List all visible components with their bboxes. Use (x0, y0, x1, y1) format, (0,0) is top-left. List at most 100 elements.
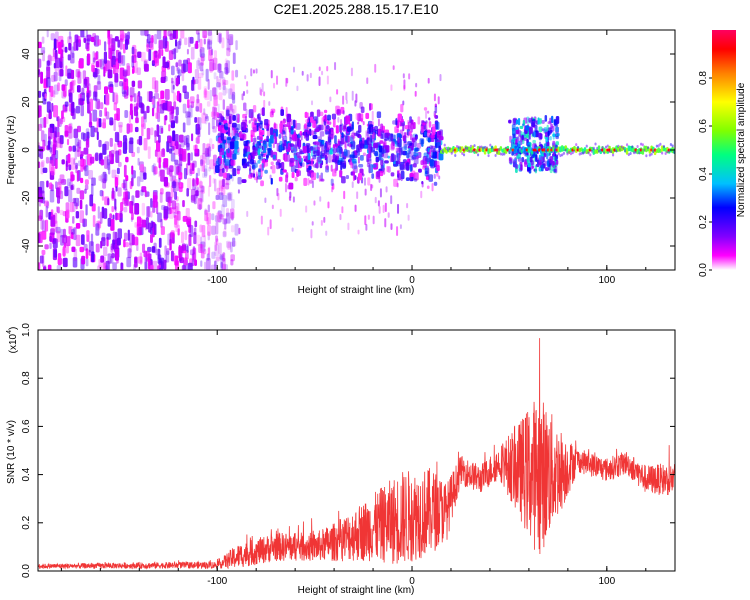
heatmap-cell (73, 158, 76, 165)
heatmap-cell (378, 145, 383, 153)
heatmap-cell (358, 172, 362, 181)
heatmap-cell (340, 119, 343, 127)
heatmap-cell (80, 132, 85, 140)
heatmap-cell (98, 175, 102, 182)
heatmap-cell (100, 159, 105, 166)
heatmap-cell (224, 126, 229, 131)
heatmap-cell (216, 158, 221, 164)
heatmap-cell (341, 176, 346, 184)
heatmap-cell (315, 159, 318, 167)
heatmap-cell (428, 117, 431, 121)
heatmap-cell (47, 264, 52, 270)
heatmap-cell (141, 219, 147, 228)
heatmap-cell (220, 133, 225, 141)
heatmap-cell (206, 253, 210, 261)
heatmap-cell (278, 133, 282, 139)
heatmap-cell (208, 246, 211, 260)
heatmap-cell (137, 51, 142, 59)
heatmap-cell (232, 241, 237, 247)
heatmap-cell (270, 165, 273, 170)
heatmap-cell (625, 143, 629, 147)
heatmap-cell (214, 178, 217, 192)
heatmap-cell (371, 164, 377, 168)
heatmap-cell (90, 125, 95, 138)
heatmap-cell (54, 127, 60, 138)
heatmap-cell (112, 231, 116, 244)
heatmap-cell (196, 234, 201, 246)
heatmap-cell (259, 154, 263, 161)
snr-y-ticks: 0.00.20.40.60.81.0 (21, 323, 675, 578)
heatmap-cell (426, 135, 429, 141)
heatmap-cell (175, 205, 179, 214)
heatmap-cell (66, 154, 71, 167)
heatmap-cell (39, 209, 44, 220)
heatmap-cell (276, 188, 279, 197)
x-tick-label: 0 (409, 576, 415, 587)
heatmap-cell (241, 179, 247, 183)
heatmap-cell (319, 196, 322, 202)
heatmap-cell (104, 141, 110, 151)
heatmap-cell (352, 129, 355, 134)
heatmap-cell (225, 212, 231, 224)
heatmap-cell (134, 126, 139, 133)
heatmap-cell (413, 156, 419, 165)
heatmap-cell (55, 226, 61, 234)
heatmap-cell (225, 60, 230, 74)
heatmap-cell (125, 156, 129, 163)
heatmap-cell (250, 115, 253, 122)
heatmap-cell (172, 130, 176, 142)
heatmap-cell (40, 46, 46, 54)
heatmap-cell (92, 109, 98, 122)
heatmap-cell (366, 162, 370, 168)
heatmap-cell (198, 190, 203, 202)
heatmap-cell (123, 164, 127, 178)
heatmap-cell (55, 57, 60, 69)
heatmap-cell (78, 98, 83, 106)
heatmap-cell (138, 96, 143, 108)
heatmap-cell (278, 176, 283, 182)
heatmap-cell (143, 172, 147, 180)
heatmap-cell (321, 117, 324, 125)
heatmap-cell (206, 101, 211, 107)
heatmap-cell (129, 242, 133, 253)
heatmap-cell (218, 33, 222, 44)
heatmap-cell (420, 190, 423, 199)
heatmap-cell (230, 83, 235, 96)
heatmap-cell (122, 91, 127, 97)
heatmap-cell (108, 86, 114, 93)
heatmap-cell (344, 156, 347, 166)
heatmap-cell (42, 50, 45, 62)
x-tick-label: 100 (598, 275, 615, 286)
heatmap-cell (397, 113, 402, 120)
heatmap-cell (66, 178, 72, 187)
heatmap-cell (407, 141, 413, 146)
heatmap-cell (257, 113, 261, 122)
heatmap-cell (405, 177, 410, 181)
heatmap-cell (150, 211, 153, 218)
heatmap-cell (187, 262, 193, 270)
heatmap-cell (382, 141, 387, 150)
heatmap-cell (267, 226, 270, 236)
heatmap-cell (49, 160, 54, 173)
heatmap-cell (129, 103, 133, 116)
heatmap-cell (59, 137, 63, 149)
heatmap-cell (226, 192, 232, 200)
heatmap-cell (592, 146, 595, 150)
heatmap-cell (423, 107, 428, 111)
snr-frame (37, 329, 676, 572)
heatmap-cell (231, 70, 235, 81)
heatmap-cell (285, 174, 289, 183)
heatmap-cell (81, 87, 85, 95)
heatmap-cell (189, 36, 194, 44)
heatmap-cell (311, 221, 314, 226)
heatmap-cell (59, 135, 64, 145)
heatmap-cell (204, 90, 210, 101)
heatmap-cell (562, 151, 566, 155)
heatmap-cell (366, 131, 370, 137)
heatmap-cell (81, 255, 86, 265)
heatmap-cell (77, 125, 81, 133)
heatmap-cell (543, 152, 546, 156)
heatmap-cell (571, 151, 574, 155)
heatmap-cell (54, 220, 58, 233)
heatmap-cell (257, 168, 262, 177)
